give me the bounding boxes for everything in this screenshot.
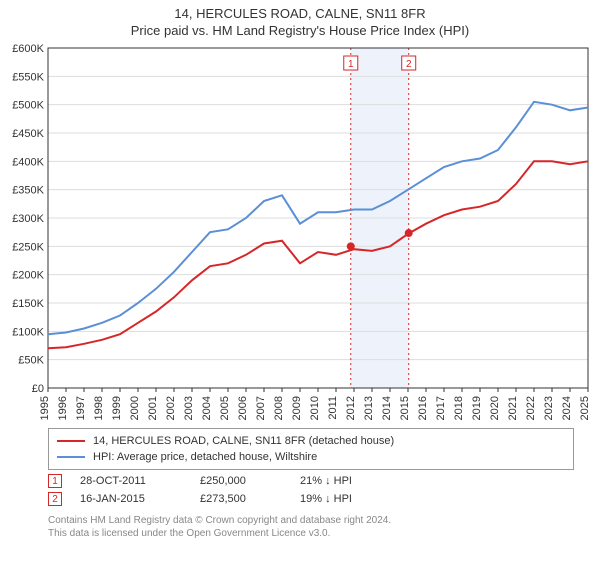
svg-text:1997: 1997: [75, 396, 87, 420]
svg-text:2018: 2018: [453, 396, 465, 420]
svg-text:£550K: £550K: [12, 71, 44, 83]
legend-label: HPI: Average price, detached house, Wilt…: [93, 451, 317, 463]
svg-text:2008: 2008: [273, 396, 285, 420]
svg-text:2014: 2014: [381, 396, 393, 420]
sale-price: £250,000: [200, 475, 300, 487]
sale-pct: 21% ↓ HPI: [300, 475, 420, 487]
svg-text:2009: 2009: [291, 396, 303, 420]
sale-price: £273,500: [200, 493, 300, 505]
svg-text:2025: 2025: [579, 396, 591, 420]
legend-item: 14, HERCULES ROAD, CALNE, SN11 8FR (deta…: [57, 433, 565, 449]
sale-date: 16-JAN-2015: [80, 493, 200, 505]
sale-pct: 19% ↓ HPI: [300, 493, 420, 505]
footer-line: This data is licensed under the Open Gov…: [48, 527, 574, 540]
page-title: 14, HERCULES ROAD, CALNE, SN11 8FR: [0, 6, 600, 21]
footer-line: Contains HM Land Registry data © Crown c…: [48, 514, 574, 527]
sale-row: 1 28-OCT-2011£250,00021% ↓ HPI: [48, 474, 574, 488]
svg-text:2002: 2002: [165, 396, 177, 420]
svg-text:£600K: £600K: [12, 43, 44, 55]
svg-text:£350K: £350K: [12, 185, 44, 197]
page-subtitle: Price paid vs. HM Land Registry's House …: [0, 23, 600, 38]
svg-text:£200K: £200K: [12, 270, 44, 282]
svg-text:2007: 2007: [255, 396, 267, 420]
price-chart: £0 £50K £100K £150K £200K £250K £300K £350K £400…: [0, 42, 600, 422]
svg-text:2019: 2019: [471, 396, 483, 420]
footer: Contains HM Land Registry data © Crown c…: [48, 514, 574, 540]
legend: 14, HERCULES ROAD, CALNE, SN11 8FR (deta…: [48, 428, 574, 470]
svg-text:1: 1: [348, 59, 354, 70]
svg-text:2012: 2012: [345, 396, 357, 420]
svg-text:2021: 2021: [507, 396, 519, 420]
svg-text:£150K: £150K: [12, 298, 44, 310]
svg-text:2013: 2013: [363, 396, 375, 420]
svg-text:2023: 2023: [543, 396, 555, 420]
svg-text:1996: 1996: [57, 396, 69, 420]
svg-text:2000: 2000: [129, 396, 141, 420]
sale-marker: 2: [48, 492, 62, 506]
svg-text:£500K: £500K: [12, 100, 44, 112]
svg-text:2015: 2015: [399, 396, 411, 420]
svg-text:2001: 2001: [147, 396, 159, 420]
legend-item: HPI: Average price, detached house, Wilt…: [57, 449, 565, 465]
svg-text:1995: 1995: [39, 396, 51, 420]
svg-text:2022: 2022: [525, 396, 537, 420]
svg-text:£50K: £50K: [18, 355, 44, 367]
svg-text:2020: 2020: [489, 396, 501, 420]
svg-text:2003: 2003: [183, 396, 195, 420]
sale-row: 2 16-JAN-2015£273,50019% ↓ HPI: [48, 492, 574, 506]
svg-text:2006: 2006: [237, 396, 249, 420]
sale-date: 28-OCT-2011: [80, 475, 200, 487]
svg-text:£0: £0: [32, 383, 44, 395]
sale-marker: 1: [48, 474, 62, 488]
legend-swatch: [57, 456, 85, 458]
svg-text:2004: 2004: [201, 396, 213, 420]
svg-text:2024: 2024: [561, 396, 573, 420]
svg-text:2011: 2011: [327, 396, 339, 420]
svg-text:2017: 2017: [435, 396, 447, 420]
svg-text:2: 2: [406, 59, 412, 70]
svg-text:£100K: £100K: [12, 326, 44, 338]
svg-text:£300K: £300K: [12, 213, 44, 225]
svg-text:2010: 2010: [309, 396, 321, 420]
legend-label: 14, HERCULES ROAD, CALNE, SN11 8FR (deta…: [93, 435, 394, 447]
svg-text:£250K: £250K: [12, 241, 44, 253]
svg-text:1998: 1998: [93, 396, 105, 420]
legend-swatch: [57, 440, 85, 442]
svg-text:2005: 2005: [219, 396, 231, 420]
svg-text:2016: 2016: [417, 396, 429, 420]
svg-text:£400K: £400K: [12, 156, 44, 168]
svg-text:£450K: £450K: [12, 128, 44, 140]
svg-text:1999: 1999: [111, 396, 123, 420]
